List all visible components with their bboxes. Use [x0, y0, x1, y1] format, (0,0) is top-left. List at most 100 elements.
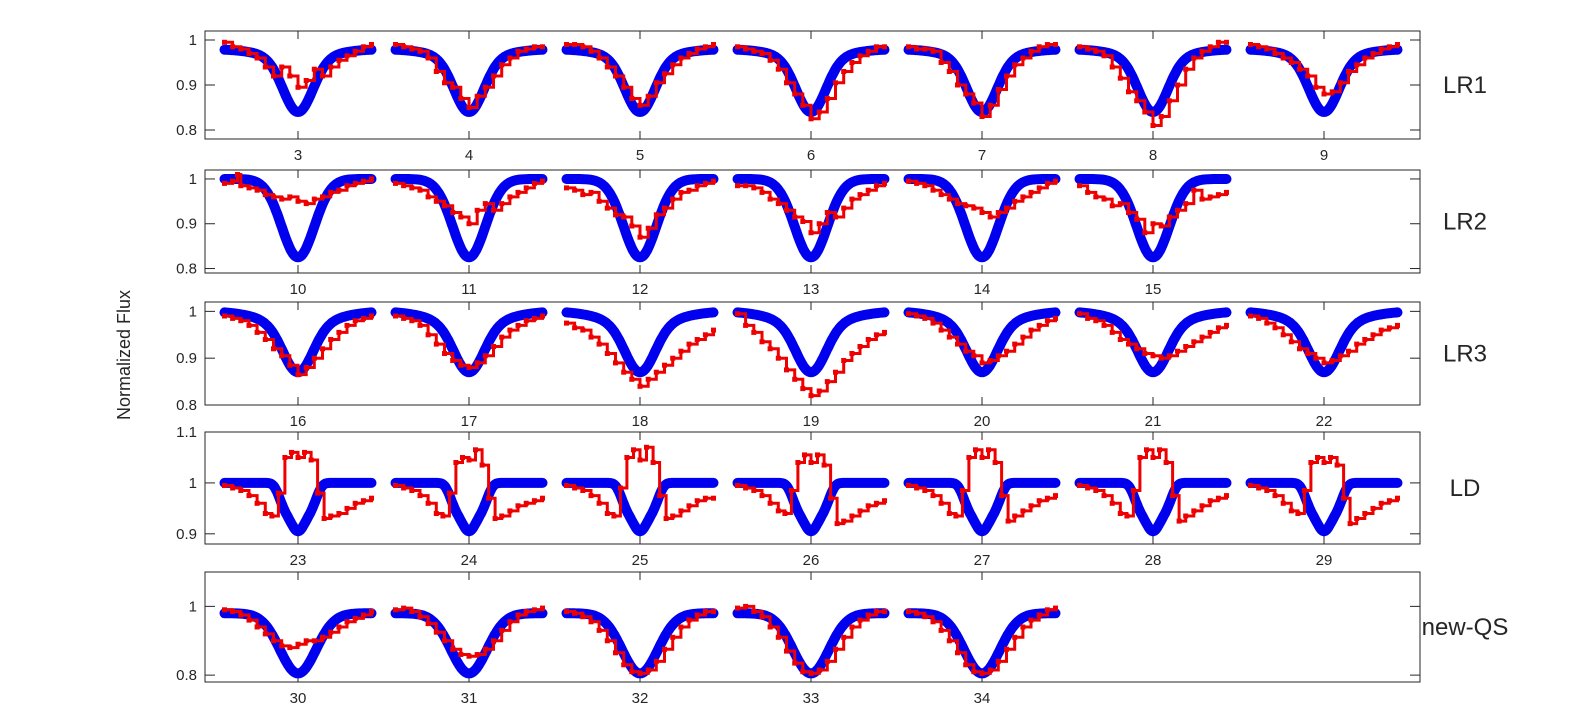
transit-21: 21 [1074, 302, 1232, 430]
observed-point [499, 201, 505, 207]
observed-point [564, 320, 569, 326]
observed-point [279, 643, 285, 649]
observed-point [1036, 185, 1042, 191]
observed-point [735, 605, 740, 611]
observed-point [458, 362, 464, 368]
observed-point [1036, 44, 1042, 50]
transit-24: 24 [390, 432, 548, 569]
observed-point [1199, 48, 1205, 54]
observed-point [344, 619, 350, 625]
observed-point [271, 638, 276, 644]
observed-point [966, 455, 972, 460]
observed-point [987, 358, 993, 363]
observed-point [767, 196, 773, 202]
observed-point [1142, 230, 1148, 236]
observed-point [849, 513, 855, 519]
observed-point [1053, 605, 1058, 611]
observed-point [816, 221, 822, 227]
model-curve [1245, 307, 1403, 378]
observed-point [1109, 500, 1115, 506]
observed-point [360, 498, 366, 504]
y-tick-label: 0.9 [176, 350, 197, 367]
observed-point [800, 219, 806, 224]
observed-point [662, 646, 667, 652]
observed-point [458, 214, 464, 220]
observed-point [442, 351, 447, 356]
observed-point [808, 230, 814, 236]
observed-point [515, 503, 521, 509]
transit-26: 26 [732, 432, 890, 569]
observed-point [604, 351, 610, 356]
observed-point [792, 376, 798, 382]
observed-point [1321, 360, 1327, 366]
transit-33: 33 [732, 572, 890, 707]
observed-point [1012, 634, 1018, 640]
observed-point [873, 500, 879, 506]
x-tick-label: 15 [1145, 281, 1162, 298]
observed-point [328, 513, 334, 519]
observed-point [938, 192, 944, 198]
observed-point [238, 46, 244, 52]
observed-point [743, 322, 749, 328]
observed-point [479, 462, 485, 468]
observed-point [604, 511, 610, 516]
observed-point [360, 44, 366, 50]
x-tick-label: 29 [1316, 552, 1333, 569]
axes-frame [204, 431, 1421, 545]
observed-point [1215, 39, 1221, 45]
observed-point [523, 318, 529, 324]
observed-point [1334, 462, 1340, 468]
observed-point [775, 634, 781, 640]
observed-point [474, 652, 480, 657]
observed-point [946, 334, 952, 340]
panel-new-qs: 0.8 1 30 31 32 33 34 new-QS [176, 571, 1508, 707]
observed-point [588, 334, 594, 340]
observed-point [369, 495, 374, 501]
x-tick-label: 6 [807, 147, 815, 164]
observed-point [1036, 612, 1042, 618]
observed-point [973, 447, 978, 453]
observed-point [857, 508, 863, 514]
observed-point [572, 610, 578, 616]
observed-point [613, 212, 618, 218]
observed-point [1020, 55, 1026, 61]
transit-10: 10 [219, 170, 377, 298]
observed-point [694, 183, 700, 189]
observed-point [295, 198, 301, 204]
x-tick-label: 4 [465, 147, 473, 164]
observed-point [425, 500, 431, 506]
observed-point [1134, 346, 1140, 352]
transit-13: 13 [732, 170, 890, 298]
observed-point [328, 189, 334, 195]
observed-point [824, 658, 830, 664]
observed-point [1126, 341, 1131, 347]
observed-point [986, 447, 991, 453]
observed-point [1224, 493, 1229, 499]
observed-point [1288, 508, 1294, 514]
observed-point [1395, 42, 1400, 47]
transit-23: 23 [219, 432, 377, 569]
transit-16: 16 [219, 302, 377, 430]
transit-7: 7 [903, 31, 1061, 164]
observed-point [1354, 516, 1360, 521]
observed-point [1166, 214, 1172, 220]
observed-point [611, 513, 617, 519]
observed-point [433, 511, 439, 516]
observed-point [1362, 55, 1368, 61]
observed-point [230, 315, 236, 321]
observed-point [678, 624, 684, 630]
observed-point [604, 205, 610, 211]
observed-point [637, 457, 643, 463]
observed-point [360, 612, 366, 618]
observed-point [914, 610, 920, 616]
observed-point [450, 358, 456, 363]
observed-point [311, 66, 317, 72]
panel-label: LR1 [1443, 72, 1487, 99]
observed-point [629, 96, 635, 101]
observed-point [482, 353, 488, 359]
observed-point [515, 48, 521, 54]
observed-point [767, 57, 773, 63]
observed-point [653, 369, 659, 375]
observed-point [1337, 80, 1343, 86]
observed-point [1378, 46, 1384, 52]
